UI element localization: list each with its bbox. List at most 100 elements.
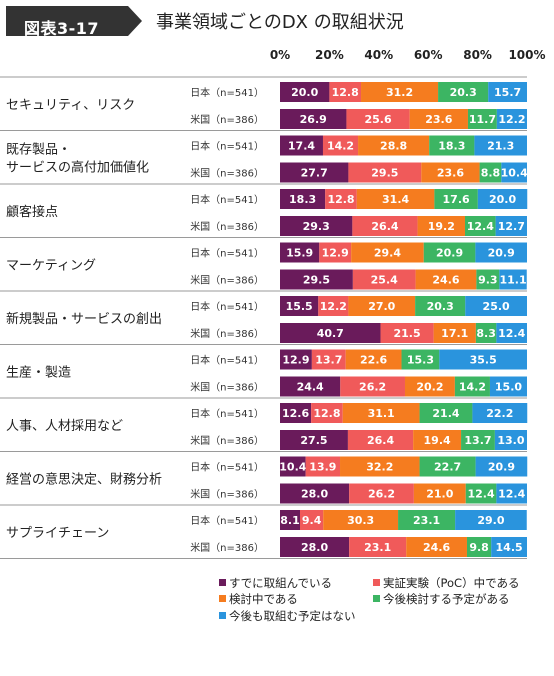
legend-item: 実証実験（PoC）中である (373, 575, 519, 591)
data-label: 23.6 (425, 113, 452, 126)
bar-segment (454, 376, 490, 397)
bar-segment (311, 349, 346, 370)
bar-segment (340, 376, 405, 397)
row-label: 米国（n=386） (190, 113, 264, 126)
data-label: 31.2 (386, 86, 413, 99)
row-label: 米国（n=386） (190, 167, 264, 180)
bar-segment (380, 323, 434, 343)
bar-segment (349, 483, 414, 504)
bar-segment (280, 456, 306, 477)
data-label: 19.4 (424, 434, 451, 447)
data-label: 15.3 (407, 354, 434, 367)
bar-segment (352, 269, 416, 290)
data-label: 12.4 (467, 488, 494, 501)
data-label: 18.3 (438, 140, 465, 153)
bar-segment (340, 456, 420, 477)
data-label: 29.5 (371, 167, 398, 180)
bar-segment (305, 456, 341, 477)
bar-segment (346, 109, 410, 129)
data-label: 20.0 (291, 86, 318, 99)
bar-segment (280, 323, 381, 343)
legend-label: 実証実験（PoC）中である (383, 576, 520, 590)
data-label: 24.6 (423, 541, 450, 554)
bar-segment (413, 430, 462, 450)
bar-segment (479, 162, 502, 183)
bar-segment (358, 135, 430, 156)
bar-segment (280, 403, 312, 423)
bar-segment (404, 376, 455, 397)
bar-segment (356, 189, 435, 209)
legend-label: 今後も取組む予定はない (229, 609, 356, 623)
figure-number-badge: 図表3-17 (6, 6, 142, 38)
data-label: 17.4 (288, 140, 315, 153)
bar-segment (496, 109, 527, 129)
data-label: 12.8 (313, 407, 340, 420)
data-label: 20.9 (436, 247, 463, 260)
legend-label: すでに取組んでいる (229, 576, 333, 590)
bar-segment (280, 216, 353, 236)
bar-segment (465, 296, 527, 316)
data-label: 21.3 (487, 140, 514, 153)
bar-segment (322, 135, 359, 156)
bar-segment (401, 349, 440, 370)
bar-segment (472, 403, 528, 423)
data-label: 20.3 (427, 300, 454, 313)
bar-segment (419, 403, 473, 423)
data-label: 13.7 (464, 434, 491, 447)
data-label: 40.7 (317, 327, 344, 340)
data-label: 13.9 (309, 461, 336, 474)
bar-segment (488, 82, 527, 102)
data-label: 26.4 (367, 434, 394, 447)
row-label: 米国（n=386） (190, 381, 264, 394)
x-tick-label: 0% (270, 48, 290, 62)
data-label: 9.8 (469, 541, 489, 554)
row-label: 米国（n=386） (190, 220, 264, 233)
legend-item: 今後検討する予定がある (373, 591, 510, 607)
bar-segment (476, 269, 500, 290)
category-label: サプライチェーン (6, 526, 109, 541)
data-label: 8.8 (481, 167, 501, 180)
data-label: 12.2 (320, 300, 347, 313)
bar-segment (434, 189, 478, 209)
data-label: 19.2 (428, 220, 455, 233)
bar-segment (280, 483, 350, 504)
data-label: 28.8 (380, 140, 407, 153)
bar-segment (280, 135, 323, 156)
bar-segment (406, 537, 467, 557)
bar-segment (347, 430, 414, 450)
data-label: 25.0 (483, 300, 510, 313)
bar-segment (467, 109, 497, 129)
data-label: 22.2 (486, 407, 513, 420)
bar-segment (415, 269, 477, 290)
row-label: 日本（n=541） (190, 247, 264, 260)
row-label: 米国（n=386） (190, 327, 264, 340)
data-label: 11.1 (499, 274, 526, 287)
data-label: 9.4 (302, 514, 322, 527)
bar-segment (489, 376, 527, 397)
bar-segment (342, 403, 420, 423)
bar-segment (280, 269, 353, 290)
row-label: 日本（n=541） (190, 407, 264, 420)
data-label: 8.3 (476, 327, 496, 340)
data-label: 30.3 (347, 514, 374, 527)
bar-segment (419, 456, 476, 477)
row-label: 米国（n=386） (190, 274, 264, 287)
bar-segment (465, 216, 496, 236)
bar-segment (345, 349, 402, 370)
bar-segment (280, 376, 341, 397)
bar-segment (501, 162, 527, 183)
bar-segment (300, 510, 324, 530)
bar-segment (352, 216, 418, 236)
category-label: 人事、人材採用など (6, 419, 123, 434)
legend-swatch (373, 579, 380, 586)
bar-segment (415, 296, 466, 316)
data-label: 14.5 (496, 541, 523, 554)
legend-item: 検討中である (219, 591, 298, 607)
bar-segment (466, 537, 492, 557)
data-label: 15.0 (495, 381, 522, 394)
bar-segment (280, 242, 320, 263)
data-label: 10.4 (279, 461, 306, 474)
bar-segment (475, 242, 527, 263)
bar-segment (361, 82, 439, 102)
row-label: 日本（n=541） (190, 514, 264, 527)
